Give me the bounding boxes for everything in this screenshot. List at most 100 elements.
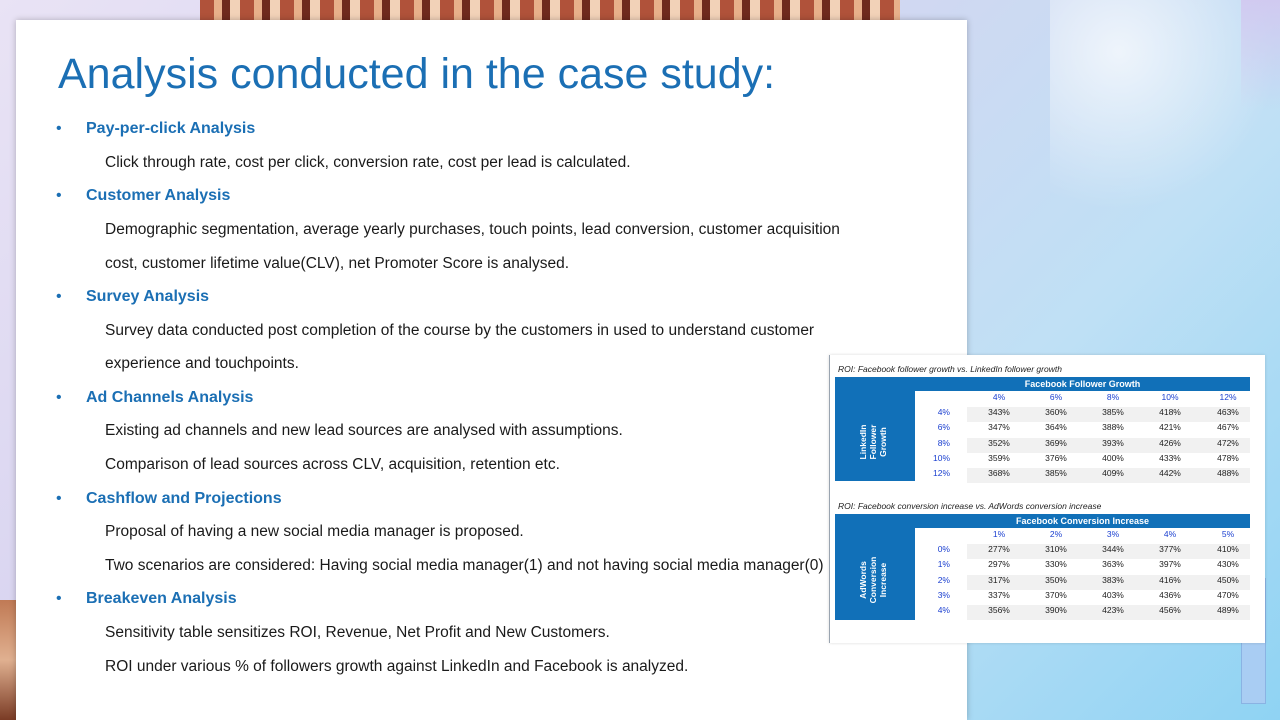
table1-cell: 376%	[1045, 452, 1067, 463]
table2-cell: 344%	[1102, 544, 1124, 554]
table1-cell: 409%	[1102, 468, 1124, 479]
table1-cell: 442%	[1159, 468, 1181, 479]
section-line: Comparison of lead sources across CLV, a…	[105, 456, 560, 473]
table2-cell: 403%	[1102, 589, 1124, 600]
table2-cell: 410%	[1217, 544, 1239, 554]
bullet-icon: •	[56, 120, 62, 137]
table2-column-label: 5%	[1221, 529, 1235, 539]
table2-column-label: 2%	[1049, 529, 1063, 539]
table1-cell: 393%	[1102, 437, 1124, 448]
section-heading: • Pay-per-click Analysis	[56, 120, 256, 137]
table1-cell: 369%	[1045, 437, 1067, 448]
section-heading: • Customer Analysis	[56, 187, 231, 204]
slide-content: • Pay-per-click Analysis Click through ra…	[16, 20, 967, 720]
table1-cell: 364%	[1045, 422, 1067, 433]
bullet-icon: •	[56, 187, 62, 204]
table1-cell: 433%	[1159, 452, 1181, 463]
background-right-top	[1241, 0, 1280, 110]
table2-cell: 383%	[1102, 574, 1124, 585]
divider	[829, 355, 830, 643]
table2-row-header: AdWords Conversion Increase	[858, 556, 888, 604]
table2-cell: 356%	[988, 605, 1010, 616]
table2-cell: 423%	[1102, 605, 1124, 616]
section-line: Proposal of having a new social media ma…	[105, 523, 524, 540]
table2-cell: 397%	[1159, 559, 1181, 570]
table2-column-label: 4%	[1163, 529, 1177, 539]
table1-cell: 343%	[988, 407, 1010, 417]
section-line: cost, customer lifetime value(CLV), net …	[105, 255, 570, 272]
table1-cell: 359%	[988, 452, 1010, 463]
section-line: ROI under various % of followers growth …	[105, 658, 689, 675]
table2-cell: 377%	[1159, 544, 1181, 554]
background-left-strip	[0, 600, 16, 720]
table1-row-label: 10%	[932, 452, 950, 463]
table1-column-label: 6%	[1049, 392, 1063, 402]
slide: Analysis conducted in the case study: • P…	[16, 20, 967, 720]
table1-cell: 463%	[1217, 407, 1239, 417]
table1-cell: 472%	[1217, 437, 1239, 448]
table1-row-header: LinkedIn Follower Growth	[858, 424, 888, 460]
table2-row-label: 1%	[937, 559, 950, 570]
table1-cell: 352%	[988, 437, 1010, 448]
section-line: experience and touchpoints.	[105, 355, 299, 372]
table1-column-label: 12%	[1219, 392, 1237, 402]
table1-cell: 478%	[1217, 452, 1239, 463]
section-line: Two scenarios are considered: Having soc…	[105, 557, 824, 574]
bullet-icon: •	[56, 590, 62, 607]
table2-row-stripe	[967, 605, 1250, 621]
table1-row-label: 6%	[937, 422, 950, 433]
table2-row-stripe	[967, 544, 1250, 559]
table2-cell: 456%	[1159, 605, 1181, 616]
table2-cell: 350%	[1045, 574, 1067, 585]
section-heading: • Ad Channels Analysis	[56, 389, 254, 406]
table1-cell: 368%	[988, 468, 1010, 479]
table1-cell: 347%	[988, 422, 1010, 433]
table1-row-stripe	[967, 407, 1250, 422]
table1-cell: 426%	[1159, 437, 1181, 448]
table2-cell: 310%	[1045, 544, 1067, 554]
table1-row-label: 4%	[937, 407, 950, 417]
table1-row-label: 8%	[937, 437, 950, 448]
table2-row-label: 0%	[937, 544, 950, 554]
table1-column-label: 4%	[992, 392, 1006, 402]
section-line: Demographic segmentation, average yearly…	[105, 221, 840, 238]
section-line: Sensitivity table sensitizes ROI, Revenu…	[105, 624, 610, 641]
section-heading: • Cashflow and Projections	[56, 490, 282, 507]
section-heading: • Survey Analysis	[56, 288, 210, 305]
table1-cell: 488%	[1217, 468, 1239, 479]
bullet-icon: •	[56, 288, 62, 305]
section-heading: • Breakeven Analysis	[56, 590, 237, 607]
table2-cell: 317%	[988, 574, 1010, 585]
table1-cell: 360%	[1045, 407, 1067, 417]
table1-caption: ROI: Facebook follower growth vs. Linked…	[838, 364, 1062, 374]
bullet-icon: •	[56, 490, 62, 507]
table1-cell: 400%	[1102, 452, 1124, 463]
table2-row-label: 3%	[937, 589, 950, 600]
table2-cell: 390%	[1045, 605, 1067, 616]
section-line: Existing ad channels and new lead source…	[105, 422, 623, 439]
table1-cell: 388%	[1102, 422, 1124, 433]
table2-row-stripe	[967, 574, 1250, 590]
table1-row-header-band	[835, 377, 915, 481]
slide-title: Analysis conducted in the case study:	[58, 50, 776, 98]
table1-cell: 421%	[1159, 422, 1181, 433]
table2-cell: 430%	[1217, 559, 1239, 570]
table2-cell: 277%	[988, 544, 1010, 554]
table2-row-label: 2%	[937, 574, 950, 585]
table1-row-stripe	[967, 437, 1250, 453]
table1-row-label: 12%	[932, 468, 950, 479]
table2-cell: 370%	[1045, 589, 1067, 600]
table1-column-label: 10%	[1161, 392, 1179, 402]
table2-caption: ROI: Facebook conversion increase vs. Ad…	[838, 501, 1102, 511]
table1-cell: 467%	[1217, 422, 1239, 433]
table2-row-header-band	[835, 514, 915, 620]
background-buildings	[200, 0, 900, 22]
table1-row-stripe	[967, 468, 1250, 484]
table1-cell: 385%	[1045, 468, 1067, 479]
bullet-icon: •	[56, 389, 62, 406]
table2-row-label: 4%	[937, 605, 950, 616]
table2-cell: 450%	[1217, 574, 1239, 585]
section-line: Survey data conducted post completion of…	[105, 322, 815, 339]
table2-cell: 436%	[1159, 589, 1181, 600]
table2-cell: 297%	[988, 559, 1010, 570]
